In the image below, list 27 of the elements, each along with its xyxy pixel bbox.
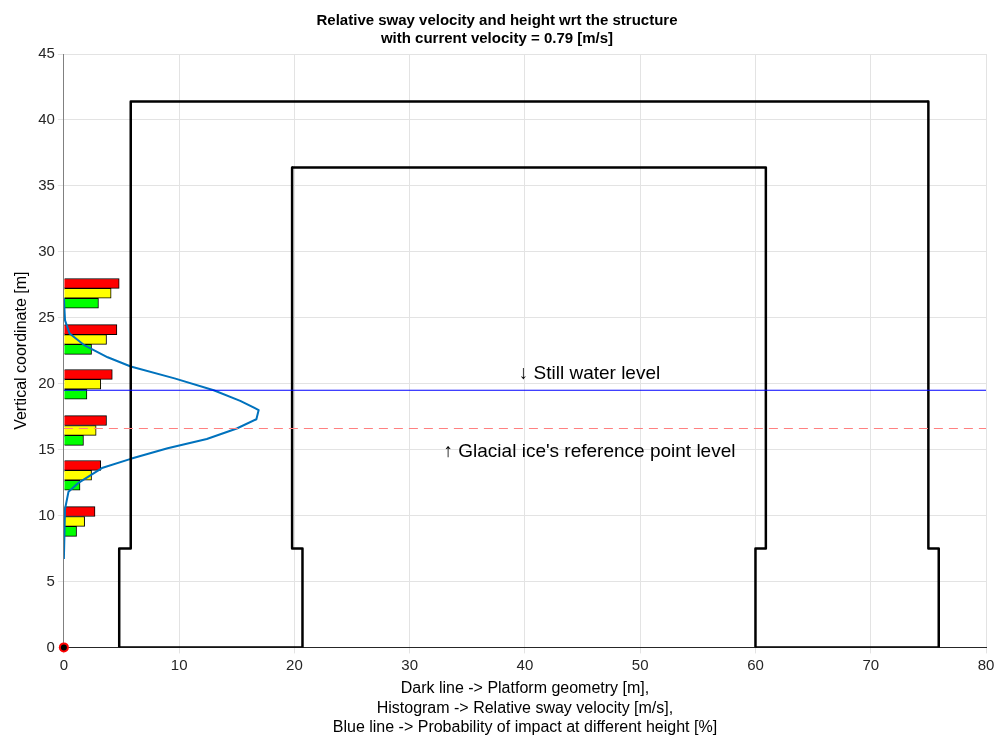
x-tick-label: 20	[286, 655, 303, 673]
y-tick-label: 40	[38, 110, 55, 128]
y-tick-label: 30	[38, 241, 55, 259]
text: Relative sway velocity and height wrt the structure	[316, 11, 678, 29]
text: Histogram -> Relative sway velocity [m/s],	[376, 698, 674, 716]
x-tick-label: 60	[747, 655, 764, 673]
y-tick-label: 25	[38, 307, 55, 325]
y-tick-label: 5	[46, 571, 55, 589]
y-tick-label: 15	[38, 439, 55, 457]
ref-line-label: ↓ Still water level	[518, 362, 661, 384]
y-tick-label: 0	[46, 637, 55, 655]
x-tick-label: 30	[401, 655, 419, 673]
y-axis-title: Vertical coordinate [m]	[12, 271, 30, 430]
y-tick-label: 10	[38, 505, 55, 523]
y-tick-label: 45	[38, 44, 55, 62]
x-tick-label: 50	[631, 655, 649, 673]
y-tick-label: 20	[38, 373, 55, 391]
x-tick-label: 80	[977, 655, 995, 673]
x-tick-label: 10	[170, 655, 188, 673]
ref-line-label: ↑ Glacial ice's reference point level	[443, 439, 736, 461]
y-tick-label: 35	[38, 176, 55, 194]
text: Blue line -> Probability of impact at different height [%]	[332, 717, 718, 735]
text: with current velocity = 0.79 [m/s]	[380, 29, 614, 47]
x-tick-label: 0	[59, 655, 69, 673]
x-tick-label: 40	[516, 655, 534, 673]
text: Dark line -> Platform geometry [m],	[400, 679, 650, 697]
x-tick-label: 70	[862, 655, 880, 673]
